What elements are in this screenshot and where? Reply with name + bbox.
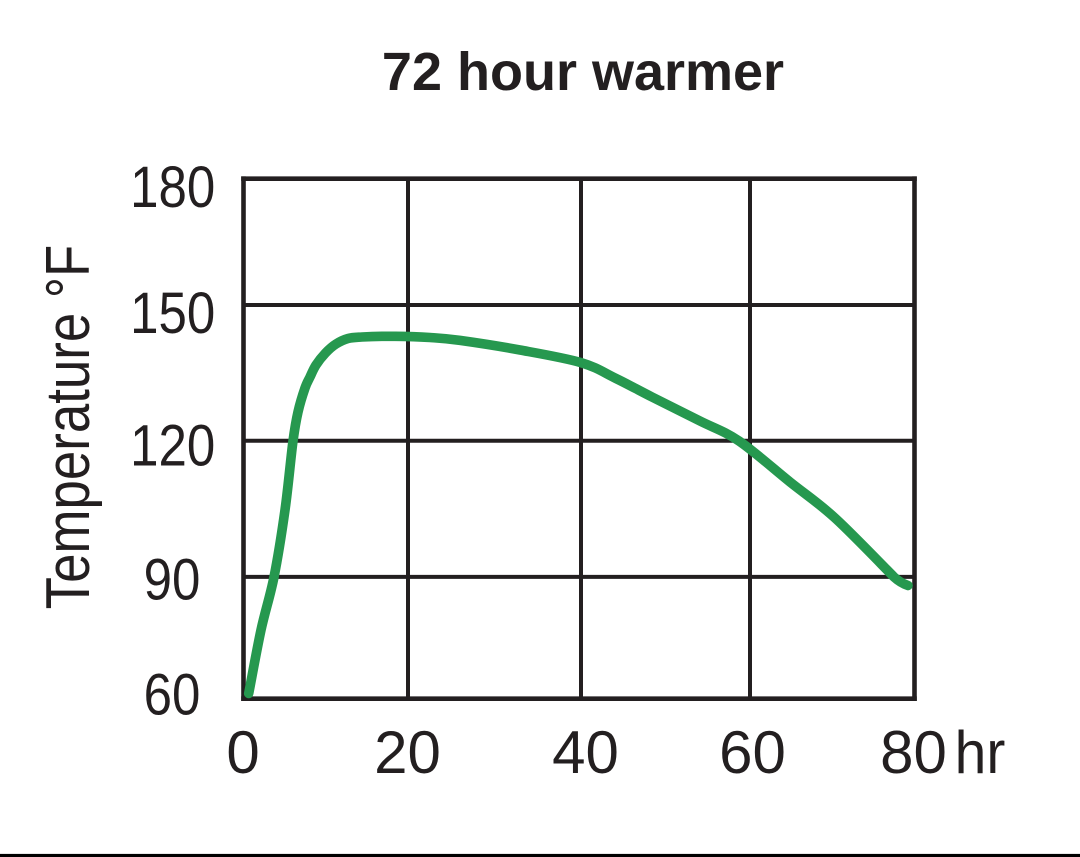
svg-text:60: 60 [144,662,201,727]
svg-text:120: 120 [130,413,215,478]
svg-text:180: 180 [130,155,215,220]
svg-text:72 hour warmer: 72 hour warmer [382,42,784,102]
svg-text:20: 20 [374,719,441,786]
svg-text:80: 80 [880,719,947,786]
svg-text:0: 0 [226,719,259,786]
svg-text:40: 40 [552,719,619,786]
svg-text:60: 60 [719,719,786,786]
svg-text:150: 150 [130,281,215,346]
svg-text:90: 90 [144,548,201,613]
svg-text:Temperature °F: Temperature °F [34,245,103,610]
svg-text:hr: hr [955,720,1006,787]
